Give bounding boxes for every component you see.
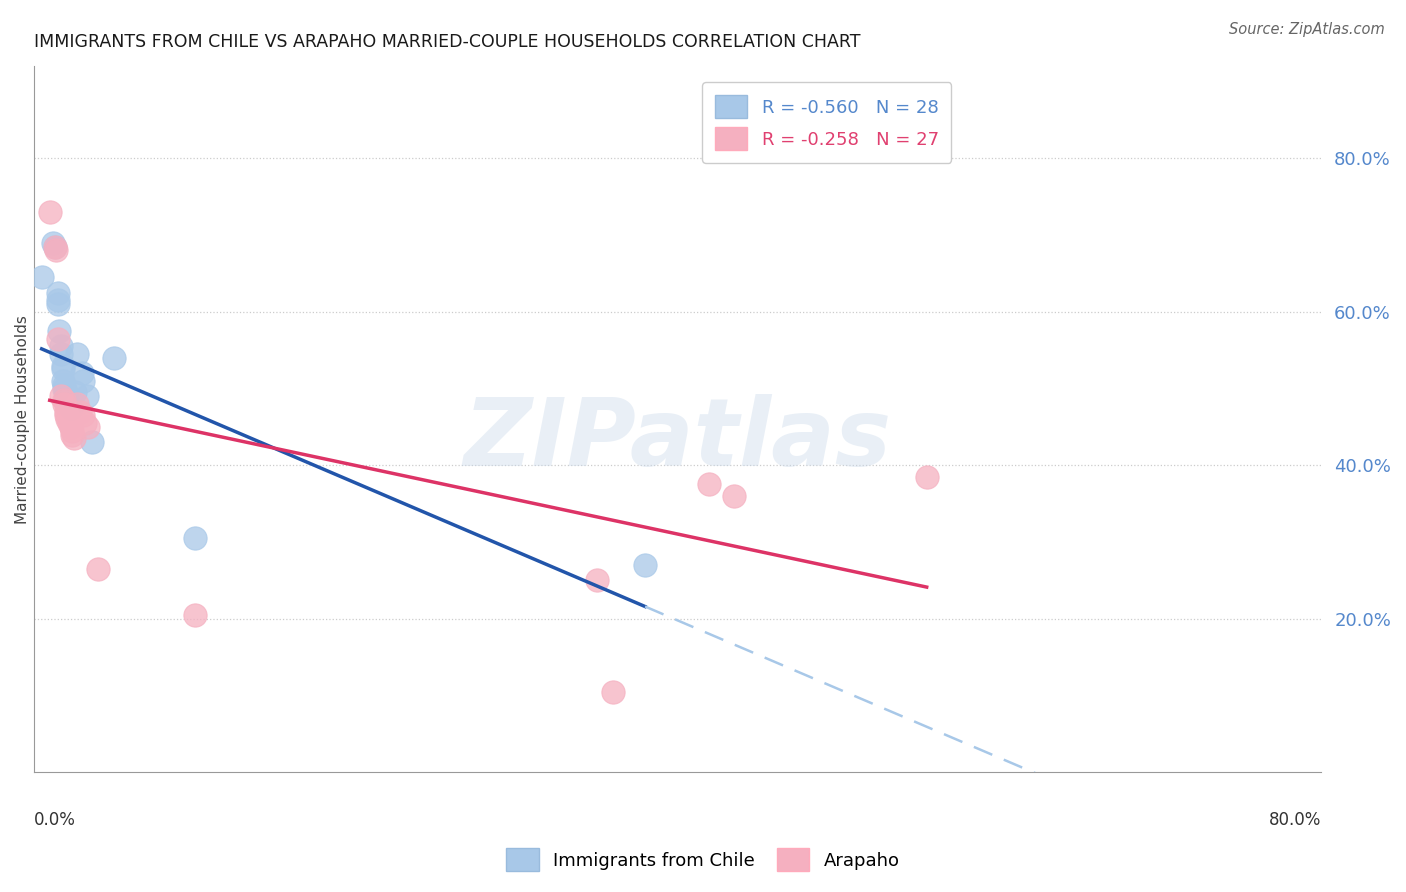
Point xyxy=(46,332,69,346)
Point xyxy=(699,477,721,491)
Point xyxy=(55,385,77,400)
Point xyxy=(183,607,205,622)
Point xyxy=(75,416,97,430)
Point xyxy=(49,389,72,403)
Point xyxy=(60,427,83,442)
Text: IMMIGRANTS FROM CHILE VS ARAPAHO MARRIED-COUPLE HOUSEHOLDS CORRELATION CHART: IMMIGRANTS FROM CHILE VS ARAPAHO MARRIED… xyxy=(34,33,860,51)
Text: 80.0%: 80.0% xyxy=(1268,811,1320,829)
Point xyxy=(46,293,69,308)
Point xyxy=(69,404,91,418)
Point xyxy=(53,397,76,411)
Point xyxy=(53,382,76,396)
Point xyxy=(634,558,657,572)
Text: ZIPatlas: ZIPatlas xyxy=(463,394,891,486)
Point xyxy=(65,385,87,400)
Point xyxy=(46,285,69,300)
Point xyxy=(60,424,83,438)
Point xyxy=(58,416,80,430)
Point xyxy=(66,397,89,411)
Point xyxy=(53,392,76,407)
Point xyxy=(55,409,77,423)
Point xyxy=(80,435,103,450)
Point xyxy=(55,404,77,418)
Point xyxy=(46,297,69,311)
Point xyxy=(38,205,60,219)
Point xyxy=(63,431,86,445)
Point xyxy=(44,239,66,253)
Legend: Immigrants from Chile, Arapaho: Immigrants from Chile, Arapaho xyxy=(499,841,907,879)
Point xyxy=(77,420,100,434)
Point xyxy=(52,359,75,373)
Point xyxy=(52,374,75,388)
Point xyxy=(55,389,77,403)
Point xyxy=(70,366,93,380)
Point xyxy=(49,339,72,353)
Point xyxy=(45,244,67,258)
Point xyxy=(58,397,80,411)
Point xyxy=(52,362,75,376)
Point xyxy=(42,235,65,250)
Point xyxy=(915,469,938,483)
Point xyxy=(53,377,76,392)
Point xyxy=(602,684,624,698)
Point xyxy=(31,270,53,285)
Point xyxy=(49,347,72,361)
Point xyxy=(56,392,79,407)
Text: Source: ZipAtlas.com: Source: ZipAtlas.com xyxy=(1229,22,1385,37)
Point xyxy=(103,351,125,365)
Point xyxy=(723,489,745,503)
Point xyxy=(59,401,82,415)
Point xyxy=(585,574,607,588)
Point xyxy=(87,562,110,576)
Point xyxy=(59,420,82,434)
Y-axis label: Married-couple Households: Married-couple Households xyxy=(15,315,30,524)
Point xyxy=(56,412,79,426)
Point xyxy=(72,409,94,423)
Legend: R = -0.560   N = 28, R = -0.258   N = 27: R = -0.560 N = 28, R = -0.258 N = 27 xyxy=(702,82,952,163)
Point xyxy=(76,389,98,403)
Point xyxy=(183,531,205,545)
Point xyxy=(72,374,94,388)
Point xyxy=(48,324,70,338)
Point xyxy=(66,347,89,361)
Point xyxy=(44,239,66,253)
Text: 0.0%: 0.0% xyxy=(34,811,76,829)
